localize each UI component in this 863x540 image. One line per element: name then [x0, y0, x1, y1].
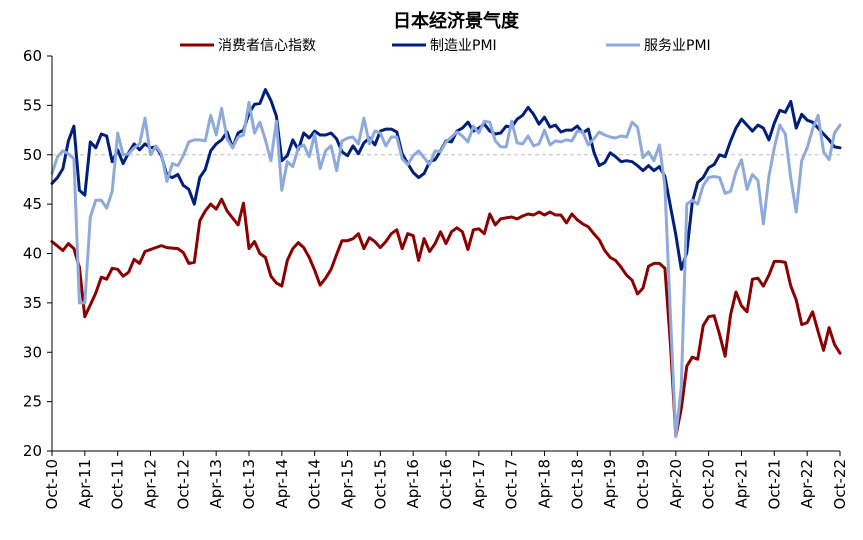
x-tick-label: Oct-13	[240, 459, 258, 509]
x-tick-label: Oct-14	[306, 459, 324, 509]
x-tick-label: Oct-11	[109, 459, 127, 509]
y-tick-label: 25	[23, 393, 42, 411]
x-tick-label: Oct-15	[371, 459, 389, 509]
series-line-1	[50, 197, 842, 438]
legend-label-1: 消费者信心指数	[218, 38, 316, 54]
x-tick-label: Oct-22	[831, 459, 849, 509]
y-tick-label: 50	[23, 146, 42, 164]
legend-label-3: 服务业PMI	[644, 38, 711, 54]
x-tick-label: Oct-18	[568, 459, 586, 509]
x-tick-label: Apr-22	[798, 459, 816, 509]
x-tick-label: Apr-21	[733, 459, 751, 509]
x-tick-label: Apr-14	[273, 459, 291, 509]
y-tick-label: 55	[23, 96, 42, 114]
legend: 消费者信心指数 制造业PMI 服务业PMI	[180, 38, 711, 54]
x-tick-label: Oct-10	[43, 459, 61, 509]
x-tick-label: Oct-12	[174, 459, 192, 509]
x-tick-label: Apr-11	[76, 459, 94, 509]
x-tick-label: Apr-18	[536, 459, 554, 509]
x-tick-label: Apr-12	[142, 459, 160, 509]
x-tick-label: Oct-17	[503, 459, 521, 509]
x-tick-label: Oct-19	[634, 459, 652, 509]
x-tick-label: Oct-20	[700, 459, 718, 509]
plot-area	[50, 88, 842, 438]
x-tick-label: Apr-15	[339, 459, 357, 509]
x-tick-label: Oct-21	[765, 459, 783, 509]
y-axis: 20 25 30 35 40 45 50 55 60	[23, 47, 53, 460]
x-tick-label: Apr-16	[404, 459, 422, 509]
x-tick-label: Apr-19	[601, 459, 619, 509]
y-tick-label: 35	[23, 294, 42, 312]
chart-title: 日本经济景气度	[393, 10, 520, 32]
legend-label-2: 制造业PMI	[430, 38, 497, 54]
x-tick-label: Apr-17	[470, 459, 488, 509]
y-tick-label: 20	[23, 442, 42, 460]
x-tick-label: Oct-16	[437, 459, 455, 509]
y-tick-label: 40	[23, 245, 42, 263]
x-tick-label: Apr-13	[207, 459, 225, 509]
y-tick-label: 30	[23, 343, 42, 361]
x-axis: Oct-10 Apr-11 Oct-11 Apr-12 Oct-12 Apr-13 Oct-…	[43, 450, 849, 509]
y-tick-label: 45	[23, 195, 42, 213]
series-line-3	[50, 100, 842, 438]
y-tick-label: 60	[23, 47, 42, 65]
x-tick-label: Apr-20	[667, 459, 685, 509]
